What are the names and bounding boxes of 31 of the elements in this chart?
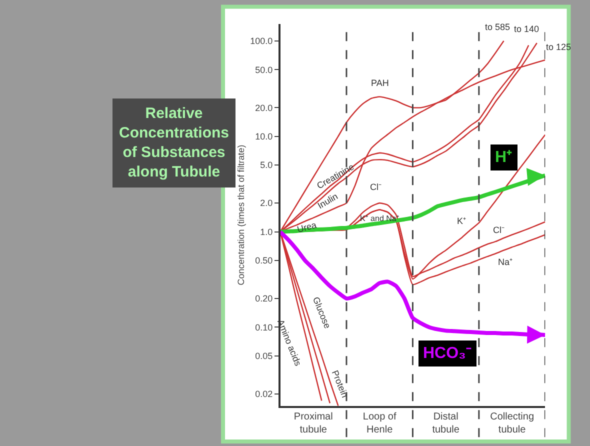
- y-tick-label: 50.0: [255, 64, 273, 75]
- series-label: K⁺: [457, 216, 466, 226]
- y-tick-label: 0.02: [255, 389, 273, 400]
- y-tick-label: 0.10: [255, 322, 273, 332]
- y-tick-label: 20.0: [255, 102, 273, 113]
- annotation: to 140: [514, 24, 540, 34]
- y-tick-label: 0.05: [255, 351, 273, 362]
- text: Urea: [296, 220, 318, 235]
- text: to 125: [546, 42, 572, 52]
- series-label: Cl⁻: [493, 225, 504, 235]
- y-tick-label: 100.0: [250, 36, 273, 46]
- series-label: HCO₃⁻: [423, 345, 472, 362]
- y-tick-label: 0.20: [255, 294, 273, 304]
- series-label: Na⁺: [498, 257, 513, 267]
- y-tick-label: 2.0: [260, 198, 273, 208]
- annotation: to 585: [485, 22, 510, 32]
- text: Protein: [330, 368, 350, 400]
- x-tick-label: Proximal tubule: [294, 412, 333, 436]
- x-tick-label: Collecting tubule: [490, 412, 534, 436]
- x-tick-label: Distal tubule: [432, 412, 460, 436]
- y-tick-label: 5.0: [260, 160, 273, 170]
- text: Inulin: [316, 191, 340, 211]
- series-label: H⁺: [495, 149, 513, 166]
- y-tick-label: 10.0: [255, 131, 273, 142]
- series-label: PAH: [371, 78, 389, 88]
- text: Relative Concentrations of Substances along Tubule: [119, 105, 230, 180]
- y-axis-title: Concentration (times that of filtrate): [236, 144, 246, 286]
- annotation: Cl⁻: [370, 182, 382, 192]
- x-tick-label: Loop of Henle: [362, 412, 396, 436]
- y-tick-label: 1.0: [260, 226, 273, 237]
- y-tick-label: 0.50: [255, 256, 273, 266]
